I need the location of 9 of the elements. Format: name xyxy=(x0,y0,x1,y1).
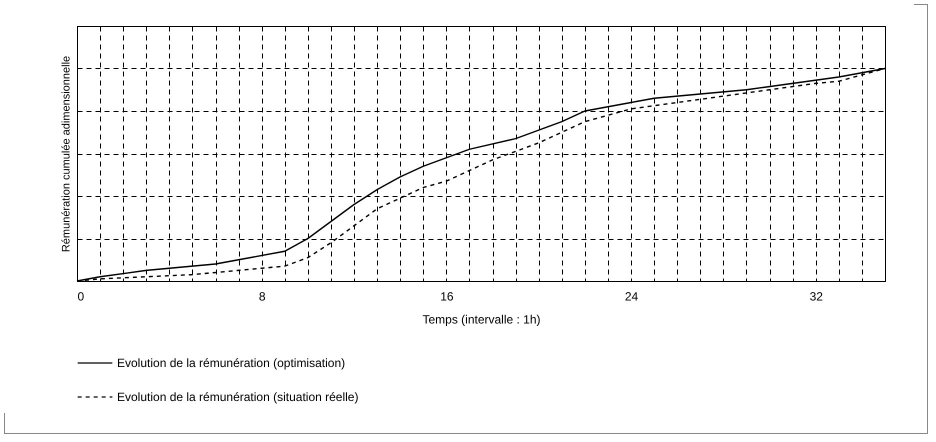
y-axis-title: Rémunération cumulée adimensionnelle xyxy=(60,56,72,252)
legend-label: Evolution de la rémunération (optimisation) xyxy=(117,356,346,370)
legend-label: Evolution de la rémunération (situation réelle) xyxy=(117,390,358,404)
x-tick-label: 16 xyxy=(440,290,454,304)
x-axis-title: Temps (intervalle : 1h) xyxy=(422,312,541,326)
x-tick-label: 32 xyxy=(810,290,824,304)
x-tick-label: 0 xyxy=(78,290,84,304)
x-tick-label: 8 xyxy=(258,290,266,304)
x-tick-label: 24 xyxy=(624,290,639,304)
